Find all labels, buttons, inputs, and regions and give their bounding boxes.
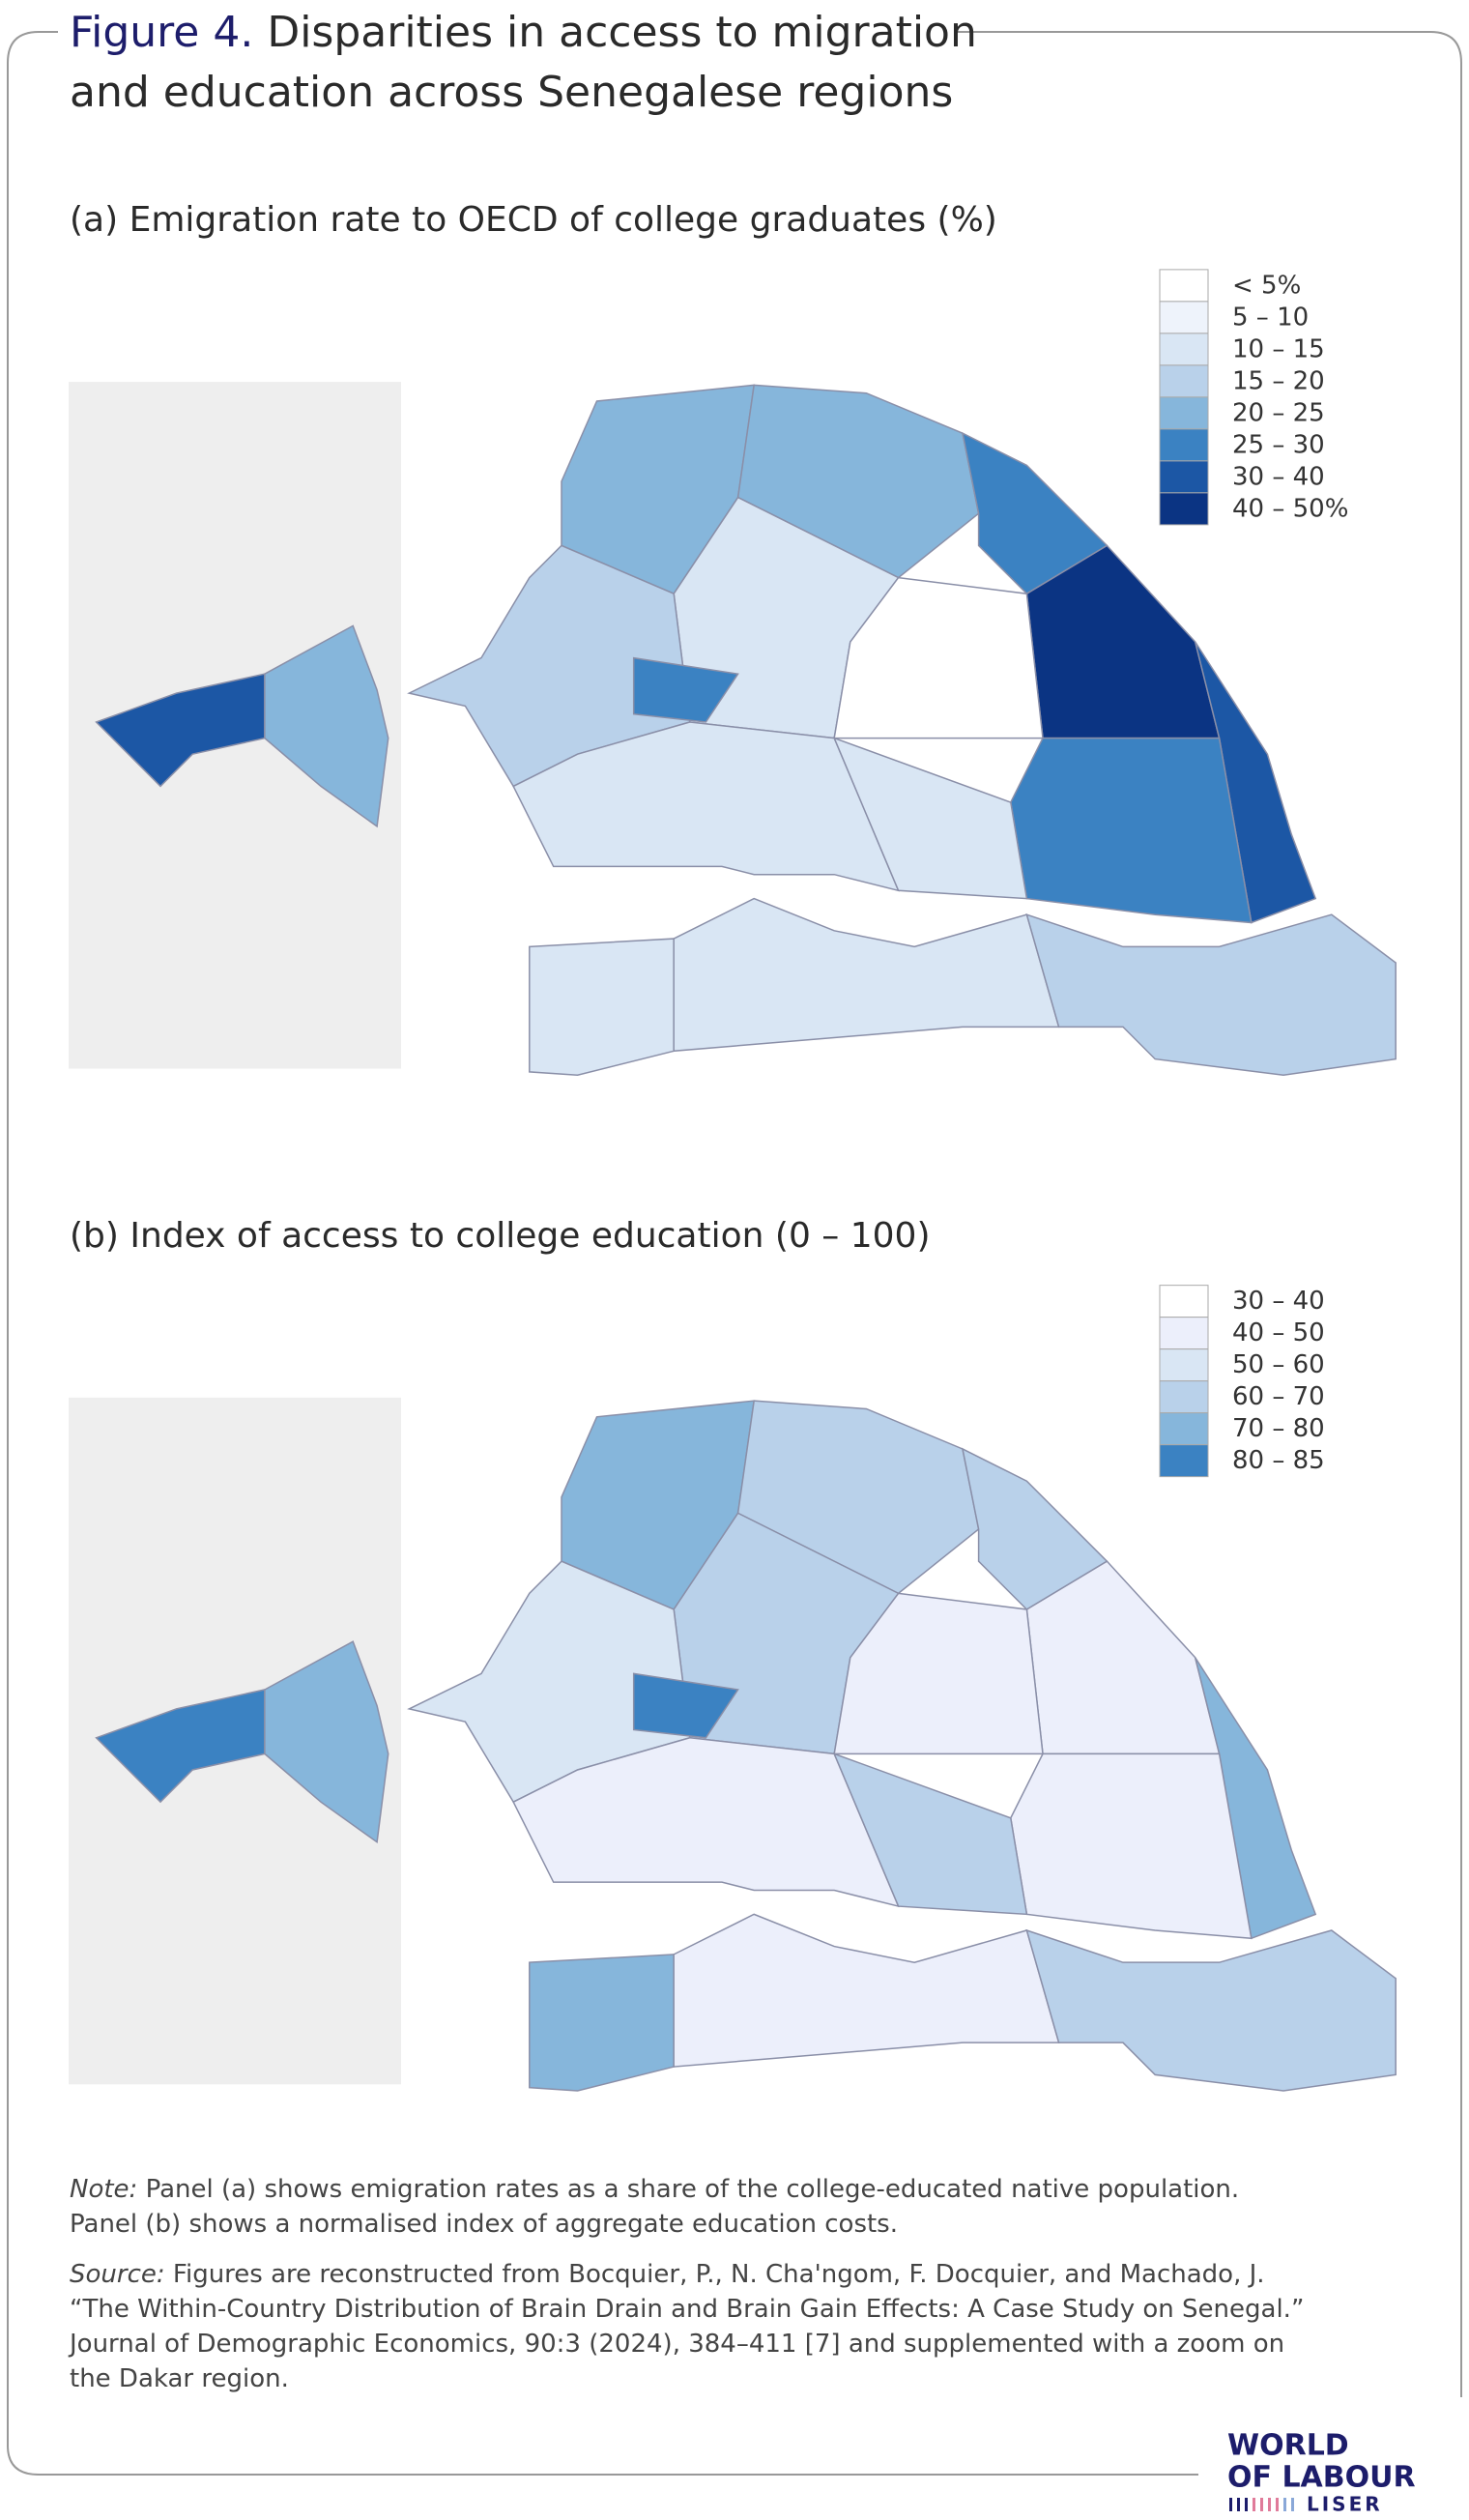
region — [1025, 1928, 1397, 2092]
source-text: “The Within-Country Distribution of Brai… — [70, 2295, 1304, 2324]
legend-swatch — [1159, 364, 1209, 398]
panel: (b) Index of access to college education… — [69, 1216, 1397, 2092]
legend-label: 70 – 80 — [1232, 1414, 1325, 1443]
source-text: Figures are reconstructed from Bocquier,… — [173, 2260, 1265, 2289]
region — [264, 624, 389, 828]
frame — [955, 31, 1462, 2397]
region — [673, 897, 1060, 1053]
legend-label: 15 – 20 — [1232, 366, 1325, 395]
legend-label: 40 – 50 — [1232, 1318, 1325, 1347]
logo-text: OF LABOUR — [1227, 2461, 1416, 2495]
notes: Note: Panel (a) shows emigration rates a… — [68, 2175, 1304, 2393]
figure-title-line: Disparities in access to migration — [267, 8, 977, 57]
region — [632, 1672, 739, 1739]
note-label: Note: — [70, 2175, 137, 2204]
region — [1025, 913, 1397, 1076]
legend-swatch — [1159, 301, 1209, 334]
source-line: the Dakar region. — [70, 2364, 289, 2393]
region — [1010, 737, 1253, 924]
legend-swatch — [1159, 1285, 1209, 1318]
region — [833, 576, 1044, 739]
legend-label: 20 – 25 — [1232, 398, 1325, 427]
legend-label: 30 – 40 — [1232, 1287, 1325, 1316]
legend-swatch — [1159, 492, 1209, 526]
legend-swatch — [1159, 1412, 1209, 1446]
figure-title-line: and education across Senegalese regions — [70, 68, 953, 117]
legend-swatch — [1159, 333, 1209, 366]
region — [95, 1689, 266, 1804]
legend-label: 10 – 15 — [1232, 334, 1325, 363]
legend-swatch — [1159, 1317, 1209, 1350]
region — [529, 1954, 675, 2092]
legend-label: 60 – 70 — [1232, 1382, 1325, 1411]
legend-swatch — [1159, 460, 1209, 494]
legend-swatch — [1159, 1380, 1209, 1414]
note-line: Panel (b) shows a normalised index of ag… — [70, 2210, 898, 2239]
panel: (a) Emigration rate to OECD of college g… — [69, 200, 1397, 1076]
legend-label: 30 – 40 — [1232, 462, 1325, 491]
note-text: Panel (a) shows emigration rates as a sh… — [146, 2175, 1240, 2204]
region — [673, 1913, 1060, 2068]
frame — [7, 31, 1198, 2476]
source-label: Source: — [70, 2260, 165, 2289]
region — [407, 1560, 691, 1804]
region — [529, 938, 675, 1076]
region — [632, 656, 739, 723]
figure-label: Figure 4. — [70, 8, 253, 57]
logo-text: WORLD — [1227, 2429, 1349, 2463]
region — [832, 737, 1028, 900]
region — [264, 1640, 389, 1844]
source-line: Source: Figures are reconstructed from B… — [70, 2260, 1265, 2289]
logo-org: LISER — [1307, 2493, 1383, 2516]
region — [512, 721, 900, 892]
maps: (a) Emigration rate to OECD of college g… — [69, 200, 1397, 2092]
legend-label: 50 – 60 — [1232, 1350, 1325, 1379]
note-line: Note: Panel (a) shows emigration rates a… — [70, 2175, 1239, 2204]
panel-title: (a) Emigration rate to OECD of college g… — [70, 200, 997, 240]
region — [833, 1592, 1044, 1755]
legend-swatch — [1159, 269, 1209, 303]
legend-swatch — [1159, 1444, 1209, 1478]
legend-label: 40 – 50% — [1232, 494, 1348, 523]
note-text: Panel (b) shows a normalised index of ag… — [70, 2210, 898, 2239]
source-text: Journal of Demographic Economics, 90:3 (… — [68, 2330, 1284, 2359]
source-line: Journal of Demographic Economics, 90:3 (… — [68, 2330, 1284, 2359]
legend-label: < 5% — [1232, 271, 1301, 300]
legend-swatch — [1159, 396, 1209, 430]
region — [1010, 1752, 1253, 1940]
region — [407, 544, 691, 788]
legend-label: 80 – 85 — [1232, 1446, 1325, 1475]
region — [95, 673, 266, 788]
region — [512, 1737, 900, 1908]
legend-label: 25 – 30 — [1232, 430, 1325, 459]
source-text: the Dakar region. — [70, 2364, 289, 2393]
panel-title: (b) Index of access to college education… — [70, 1216, 931, 1256]
figure-title: Figure 4. Disparities in access to migra… — [70, 8, 977, 57]
legend-swatch — [1159, 1348, 1209, 1382]
legend-label: 5 – 10 — [1232, 303, 1309, 332]
source-line: “The Within-Country Distribution of Brai… — [70, 2295, 1304, 2324]
region — [832, 1752, 1028, 1916]
legend-swatch — [1159, 428, 1209, 462]
logo-stripes — [1229, 2498, 1294, 2511]
